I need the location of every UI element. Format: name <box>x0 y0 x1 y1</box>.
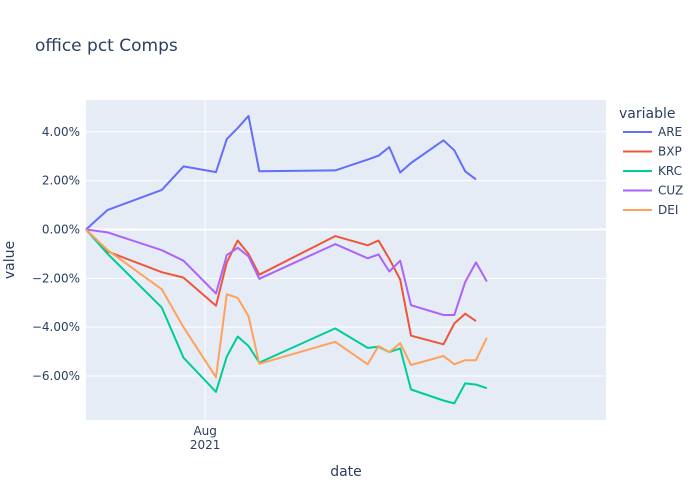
y-tick-label: 4.00% <box>42 125 80 139</box>
y-tick-label: −4.00% <box>32 320 80 334</box>
legend-item-bxp[interactable]: BXP <box>623 145 682 159</box>
y-tick-label: −2.00% <box>32 271 80 285</box>
legend-item-dei[interactable]: DEI <box>623 203 678 217</box>
legend-label: KRC <box>658 164 682 178</box>
legend-label: BXP <box>658 145 682 159</box>
series-line-cuz <box>85 228 488 316</box>
x-tick-label-year: 2021 <box>190 438 221 452</box>
series-line-krc <box>85 228 488 405</box>
series-line-are <box>85 114 477 231</box>
legend-label: ARE <box>658 125 682 139</box>
y-tick-label: 2.00% <box>42 174 80 188</box>
legend-label: DEI <box>658 203 678 217</box>
legend-label: CUZ <box>658 184 683 198</box>
x-axis-title: date <box>330 464 362 480</box>
legend-item-are[interactable]: ARE <box>623 125 682 139</box>
plot-area <box>86 100 606 420</box>
series-layer <box>85 114 488 405</box>
series-line-dei <box>85 228 488 379</box>
y-tick-label: −6.00% <box>32 369 80 383</box>
x-tick-label-month: Aug <box>193 424 216 438</box>
legend-title: variable <box>619 106 675 122</box>
legend-item-cuz[interactable]: CUZ <box>623 184 683 198</box>
x-tick-label: Aug 2021 <box>190 424 221 452</box>
y-axis-title: value <box>2 241 18 279</box>
legend-item-krc[interactable]: KRC <box>623 164 682 178</box>
legend: variable ARE BXP KRC CUZ DEI <box>619 106 683 217</box>
chart-title: office pct Comps <box>35 36 178 56</box>
series-line-bxp <box>85 228 477 346</box>
grid-layer <box>86 100 606 420</box>
legend-items: ARE BXP KRC CUZ DEI <box>623 125 683 217</box>
y-tick-label: 0.00% <box>42 222 80 236</box>
y-tick-labels: −6.00% −4.00% −2.00% 0.00% 2.00% 4.00% <box>32 125 80 383</box>
